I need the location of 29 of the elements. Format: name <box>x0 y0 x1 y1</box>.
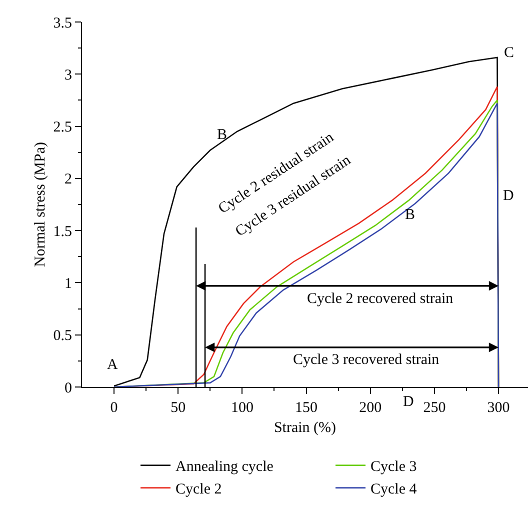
y-tick-label: 2 <box>64 172 72 188</box>
x-tick-label: 300 <box>487 400 510 416</box>
x-tick-label: 250 <box>423 400 446 416</box>
x-tick-label: 200 <box>359 400 382 416</box>
y-tick-label: 1 <box>64 276 72 292</box>
y-axis-title: Normal stress (MPa) <box>32 142 48 267</box>
legend-label: Cycle 2 <box>176 482 222 498</box>
annotation: Cycle 2 recovered strain <box>307 291 454 307</box>
x-tick-label: 0 <box>110 400 118 416</box>
legend-label: Annealing cycle <box>176 459 274 476</box>
y-tick-label: 2.5 <box>53 120 72 136</box>
x-tick-label: 50 <box>170 400 186 416</box>
annotation: D <box>503 188 514 204</box>
y-tick-label: 3.5 <box>53 15 72 32</box>
legend-label: Cycle 3 <box>370 459 417 476</box>
y-tick-label: 1.5 <box>53 224 72 240</box>
annotation: A <box>107 357 118 373</box>
y-tick-label: 0.5 <box>53 328 72 344</box>
annotation: B <box>405 207 416 223</box>
y-tick-label: 0 <box>64 380 72 396</box>
x-axis-title: Strain (%) <box>274 420 336 436</box>
annotation: C <box>504 45 514 61</box>
y-tick-label: 3 <box>64 67 72 84</box>
x-tick-label: 150 <box>295 400 318 416</box>
annotation: B <box>217 127 228 143</box>
annotation: Cycle 3 recovered strain <box>293 352 440 368</box>
legend-label: Cycle 4 <box>370 482 418 498</box>
x-tick-label: 100 <box>230 400 254 416</box>
text: D <box>403 394 414 410</box>
